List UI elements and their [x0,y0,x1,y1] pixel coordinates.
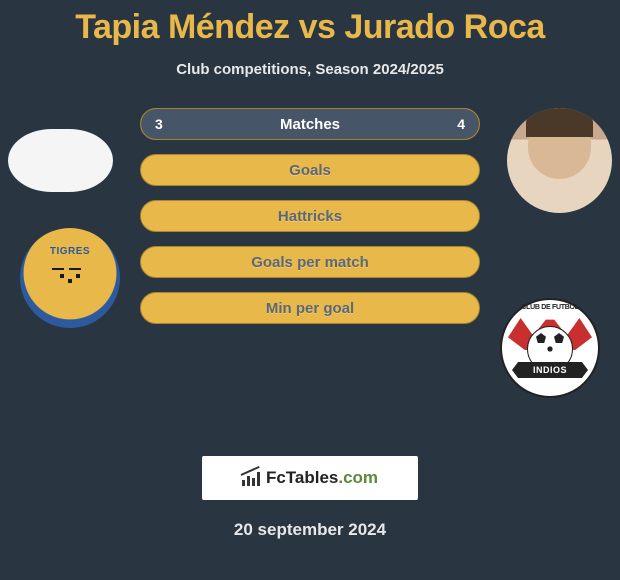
brand-name: FcTables.com [266,468,378,488]
stat-label: Goals per match [251,254,369,271]
club-left-badge: ★ TIGRES UANI [20,228,120,328]
stat-value-right: 4 [457,116,465,132]
player-right-avatar [507,108,612,213]
page-title: Tapia Méndez vs Jurado Roca [0,0,620,47]
player-left-avatar [8,108,113,213]
stat-label: Min per goal [266,300,354,317]
stat-row-min-per-goal: Min per goal [140,292,480,324]
avatar-placeholder-icon [8,129,113,192]
avatar-placeholder-icon [507,108,612,213]
stat-bars: 3 Matches 4 Goals Hattricks Goals per ma… [140,108,480,338]
brand-badge: FcTables.com [202,456,418,500]
stat-label: Goals [289,162,331,179]
brand-suffix: .com [338,468,378,487]
competition-subtitle: Club competitions, Season 2024/2025 [0,61,620,78]
tigres-crest-icon: ★ TIGRES UANI [20,228,120,328]
comparison-area: ★ TIGRES UANI CLUB DE FUTBOL INDIOS 3 Ma… [0,108,620,448]
snapshot-date: 20 september 2024 [0,520,620,540]
indios-crest-icon: CLUB DE FUTBOL INDIOS [500,298,600,398]
brand-text: FcTables [266,468,338,487]
stat-row-matches: 3 Matches 4 [140,108,480,140]
stat-row-hattricks: Hattricks [140,200,480,232]
stat-value-left: 3 [155,116,163,132]
club-left-top-text: TIGRES [20,246,120,257]
club-right-badge: CLUB DE FUTBOL INDIOS [500,298,600,398]
tiger-face-icon [49,262,91,296]
stat-row-goals-per-match: Goals per match [140,246,480,278]
stat-label: Hattricks [278,208,342,225]
club-right-banner: INDIOS [512,362,588,378]
club-left-bottom-text: UANI [20,308,120,318]
barchart-icon [242,470,262,486]
club-right-arc-text: CLUB DE FUTBOL [510,304,590,322]
stat-label: Matches [280,116,340,133]
stat-row-goals: Goals [140,154,480,186]
